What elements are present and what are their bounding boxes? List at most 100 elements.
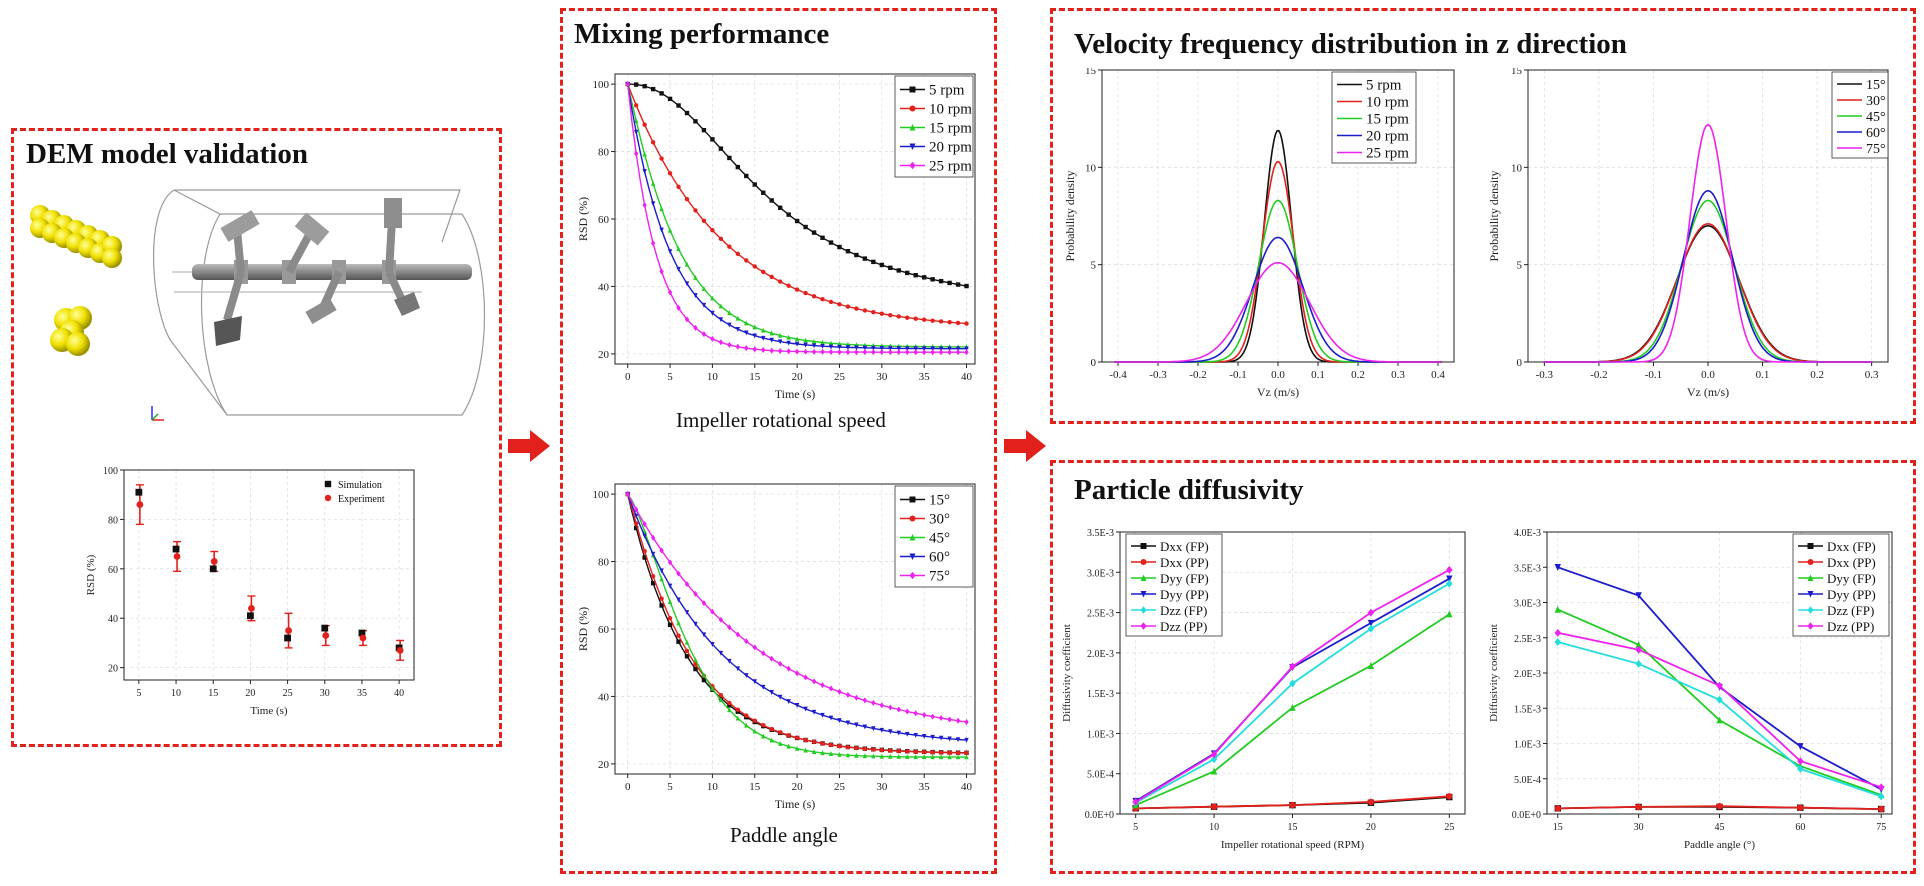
data-point	[667, 616, 673, 621]
legend-label: 45°	[1866, 110, 1886, 125]
data-point	[845, 304, 851, 309]
data-point	[955, 754, 961, 760]
data-point	[909, 534, 916, 541]
data-point	[879, 702, 885, 709]
data-point	[667, 171, 673, 176]
axis-triad-icon	[151, 406, 164, 421]
data-point	[811, 230, 817, 235]
data-point	[930, 318, 935, 323]
data-point	[285, 627, 292, 634]
data-point	[820, 712, 825, 718]
data-point	[684, 261, 690, 267]
data-point	[321, 624, 329, 632]
data-point	[1807, 574, 1814, 581]
data-point	[633, 103, 639, 108]
data-point	[358, 629, 366, 637]
data-point	[642, 151, 647, 157]
particle-chain-icon	[30, 205, 122, 268]
data-point	[1367, 619, 1375, 627]
data-point	[744, 330, 749, 336]
data-point	[1289, 662, 1296, 671]
data-point	[1554, 805, 1561, 812]
data-point	[879, 262, 885, 268]
x-tick-label: 0.2	[1351, 369, 1365, 381]
y-tick-label: 5.0E-4	[1087, 770, 1114, 781]
data-point	[913, 710, 918, 717]
legend-label: 25 rpm	[929, 159, 972, 175]
y-axis-label: Diffusivity coefficient	[1488, 624, 1500, 722]
y-tick-label: 100	[103, 466, 118, 477]
data-point	[752, 182, 757, 187]
data-point	[964, 321, 969, 326]
x-tick-label: 75	[1876, 822, 1886, 833]
data-point	[710, 137, 715, 142]
data-point	[930, 349, 935, 356]
data-point	[710, 641, 715, 647]
data-point	[777, 205, 783, 210]
data-point	[896, 346, 901, 352]
x-tick-label: 30	[876, 371, 888, 383]
x-axis-label: Impeller rotational speed (RPM)	[1221, 839, 1365, 851]
y-tick-label: 5	[1517, 260, 1523, 272]
data-point	[871, 747, 876, 752]
data-point	[676, 304, 681, 311]
data-point	[752, 679, 757, 685]
y-tick-label: 4.0E-3	[1514, 528, 1541, 539]
y-tick-label: 40	[108, 614, 118, 625]
x-tick-label: 45	[1715, 822, 1725, 833]
data-point	[786, 699, 791, 704]
x-tick-label: -0.1	[1229, 369, 1246, 381]
impeller-shaft-icon	[192, 198, 472, 346]
x-tick-label: 35	[919, 371, 931, 383]
data-point	[828, 742, 834, 748]
x-tick-label: 20	[1366, 822, 1376, 833]
data-point	[905, 315, 910, 320]
data-point	[871, 726, 876, 732]
data-point	[718, 697, 724, 703]
data-point	[650, 86, 656, 92]
data-point	[727, 707, 732, 713]
legend-label: Dyy (PP)	[1160, 587, 1209, 602]
data-point	[811, 294, 817, 299]
data-point	[761, 190, 766, 195]
data-point	[862, 753, 868, 759]
data-point	[811, 739, 817, 745]
mixing-angle-chart: 0 5 10 15 20 25 30 35 40 20 40 60 80 100 Time (s) RSD (…	[576, 483, 976, 811]
data-point	[676, 633, 681, 638]
data-point	[769, 274, 774, 280]
data-point	[921, 346, 927, 352]
data-point	[913, 349, 918, 356]
x-tick-label: 5	[1133, 822, 1138, 833]
legend-label: 20 rpm	[929, 140, 972, 156]
data-point	[1554, 605, 1561, 613]
x-tick-label: 0.4	[1431, 369, 1445, 381]
data-point	[871, 345, 876, 351]
data-point	[964, 349, 969, 356]
data-point	[938, 715, 944, 722]
legend-label: Simulation	[338, 480, 382, 491]
data-point	[684, 610, 690, 616]
data-point	[701, 677, 707, 683]
data-point	[659, 603, 664, 608]
data-point	[633, 525, 639, 531]
y-tick-label: 2.0E-3	[1514, 669, 1541, 680]
data-point	[650, 140, 656, 145]
y-tick-label: 3.0E-3	[1514, 599, 1541, 610]
x-tick-label: 0.1	[1311, 369, 1325, 381]
data-point	[744, 320, 749, 326]
legend-label: Dzz (FP)	[1827, 603, 1874, 618]
x-tick-label: -0.2	[1590, 369, 1607, 381]
data-point	[633, 118, 639, 123]
data-point	[862, 345, 868, 351]
data-point	[684, 316, 690, 323]
dem-validation-chart: 5 10 15 20 25 30 35 40 20 40 60 80 100 Time (s) RSD (%…	[85, 466, 415, 717]
velocity-speed-chart: -0.4 -0.3 -0.2 -0.1 0.0 0.1 0.2 0.3 0.4 0 5 10 15 Vz …	[1063, 68, 1455, 399]
data-point	[921, 754, 927, 760]
legend-box	[1792, 533, 1890, 637]
data-point	[727, 703, 732, 708]
data-point	[794, 745, 800, 751]
data-point	[676, 266, 681, 272]
y-tick-label: 0.0E+0	[1085, 810, 1114, 821]
legend-label: 45°	[929, 531, 950, 547]
data-point	[854, 752, 859, 758]
